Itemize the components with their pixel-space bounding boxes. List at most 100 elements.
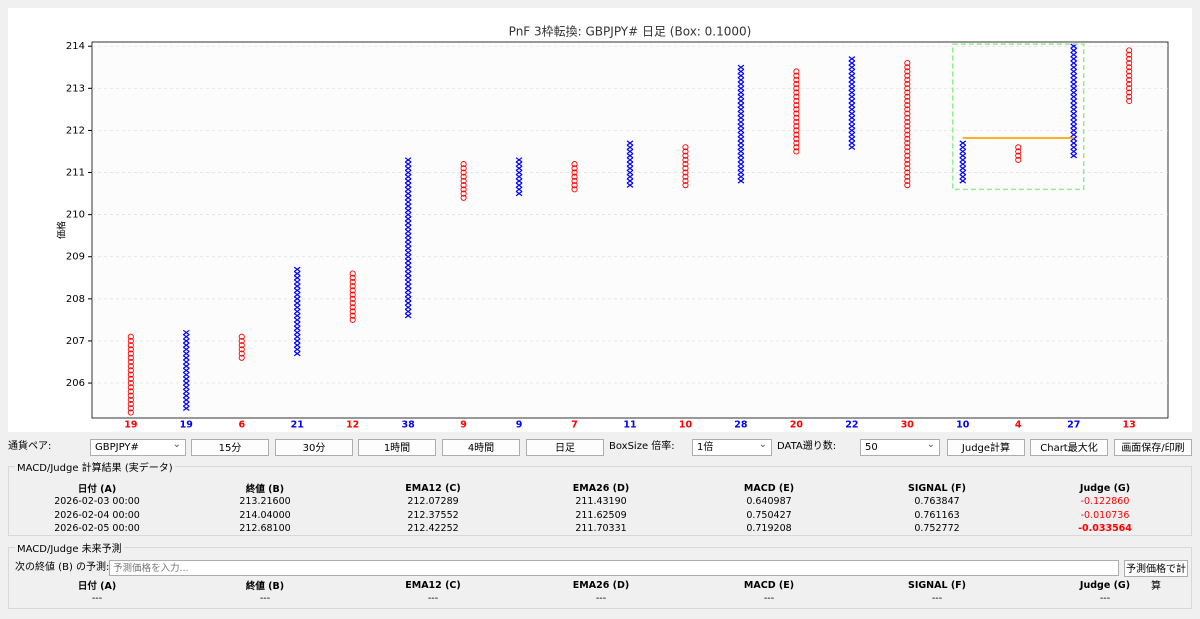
o-box: [793, 123, 800, 130]
forecast-table: 日付 (A) 終値 (B) EMA12 (C) EMA26 (D) MACD (E) SI…: [13, 578, 1189, 606]
x-box: [1070, 81, 1078, 87]
column-count-label: 12: [346, 420, 359, 431]
y-tick-label: 214: [66, 41, 85, 52]
x-box: [404, 216, 412, 222]
x-box: [848, 56, 856, 62]
column-header: SIGNAL (F): [907, 482, 966, 494]
column-count-label: 10: [956, 420, 970, 431]
tf-button[interactable]: 1時間: [358, 439, 436, 456]
x-box: [1070, 131, 1078, 138]
x-box: [626, 157, 634, 163]
x-box: [848, 123, 856, 129]
pnf-column: [793, 68, 800, 155]
column-count-label: 38: [402, 420, 416, 431]
print-button[interactable]: 画面保存/印刷: [1114, 439, 1192, 456]
table-cell: ---: [427, 593, 439, 605]
table-cell: 0.719208: [746, 523, 792, 535]
tf-button[interactable]: 4時間: [442, 439, 520, 456]
x-box: [404, 237, 412, 243]
o-box: [682, 156, 689, 163]
x-box: [182, 384, 190, 390]
column-header: 終値 (B): [245, 581, 285, 592]
o-box: [349, 316, 356, 323]
x-box: [737, 89, 745, 96]
tf-button[interactable]: 15分: [191, 439, 269, 456]
column-count-label: 28: [734, 420, 748, 431]
x-box: [626, 161, 634, 167]
column-count-label: 21: [291, 420, 304, 431]
x-box: [737, 77, 745, 83]
x-box: [293, 350, 301, 357]
x-box: [737, 169, 745, 176]
x-box: [515, 178, 523, 184]
x-box: [959, 153, 967, 159]
tf-button[interactable]: 日足: [526, 439, 604, 456]
judge-button[interactable]: Judge計算: [947, 439, 1025, 456]
o-box: [349, 295, 356, 302]
forecast-button[interactable]: 予測価格で計算: [1124, 560, 1188, 592]
table-row: 2026-02-05 00:00 212.68100 212.42252 211.70…: [13, 522, 1189, 536]
x-box: [737, 68, 745, 75]
o-box: [793, 110, 800, 117]
x-box: [293, 342, 301, 348]
pair-select[interactable]: GBPJPY#: [90, 437, 186, 456]
o-box: [460, 165, 467, 172]
results-group: MACD/Judge 計算結果 (実データ) 日付 (A) 終値 (B) EMA12…: [8, 459, 1192, 536]
x-box: [182, 342, 190, 348]
x-box: [404, 195, 412, 201]
x-box: [737, 131, 745, 138]
o-box: [904, 93, 911, 100]
x-box: [182, 401, 190, 407]
x-box: [182, 338, 190, 344]
o-box: [904, 152, 911, 159]
pnf-column: [1070, 43, 1078, 159]
o-box: [793, 135, 800, 142]
o-box: [127, 401, 134, 408]
o-box: [682, 182, 689, 189]
x-box: [293, 317, 301, 323]
x-box: [182, 388, 190, 395]
o-box: [238, 354, 245, 361]
table-cell: ---: [91, 593, 103, 605]
o-box: [571, 186, 578, 193]
x-box: [404, 157, 412, 163]
x-box: [182, 371, 190, 378]
x-box: [182, 380, 190, 386]
x-box: [515, 190, 523, 197]
o-box: [904, 60, 911, 67]
o-box: [1015, 144, 1022, 151]
o-box: [904, 102, 911, 109]
x-box: [959, 148, 967, 155]
x-box: [293, 296, 301, 302]
maximize-button[interactable]: Chart最大化: [1030, 439, 1108, 456]
column-header: Judge (G): [1079, 579, 1131, 591]
o-box: [349, 283, 356, 290]
x-box: [1070, 60, 1078, 66]
tf-button[interactable]: 30分: [275, 439, 353, 456]
o-box: [238, 337, 245, 344]
x-box: [848, 81, 856, 87]
data-count-select[interactable]: 50: [860, 437, 940, 456]
o-box: [127, 350, 134, 357]
o-box: [904, 161, 911, 168]
x-box: [404, 211, 412, 218]
x-box: [515, 165, 523, 171]
x-box: [737, 110, 745, 117]
x-box: [293, 338, 301, 344]
column-header: EMA12 (C): [405, 482, 461, 494]
x-box: [404, 291, 412, 298]
x-box: [737, 127, 745, 134]
x-box: [404, 203, 412, 209]
column-count-label: 10: [679, 420, 693, 431]
o-box: [460, 194, 467, 201]
x-box: [848, 140, 856, 146]
table-cell: 212.68100: [239, 523, 291, 535]
x-box: [182, 350, 190, 357]
table-row: 2026-02-04 00:00 214.04000 212.37552 211.62…: [13, 509, 1189, 523]
table-cell: 0.763847: [914, 496, 960, 508]
x-box: [848, 73, 856, 79]
x-box: [1070, 115, 1078, 121]
x-box: [848, 136, 856, 142]
forecast-input[interactable]: [109, 560, 1119, 576]
boxsize-select[interactable]: 1倍: [692, 437, 772, 456]
